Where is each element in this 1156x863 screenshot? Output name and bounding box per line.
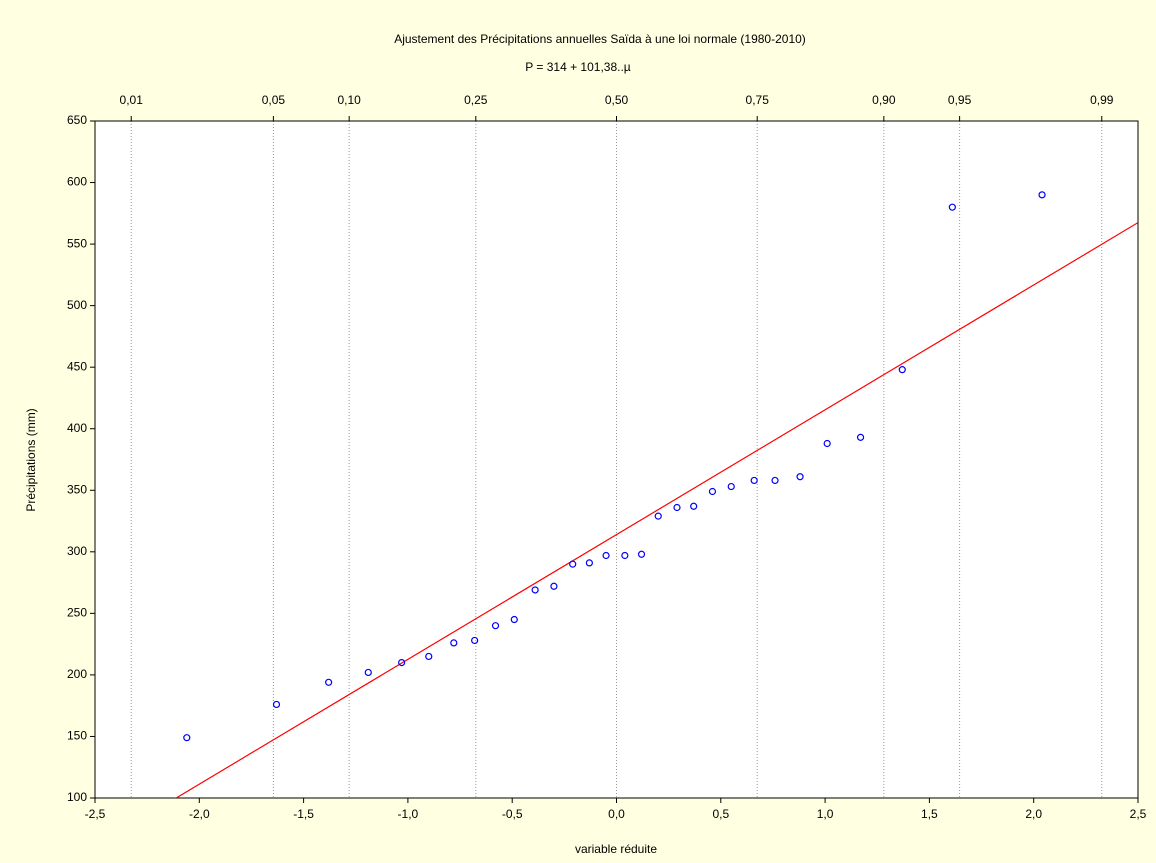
- x2-tick-label: 0,10: [337, 93, 361, 107]
- data-point: [183, 734, 191, 742]
- fit-line: [175, 222, 1138, 798]
- plot-area: [95, 121, 1138, 798]
- data-point: [637, 550, 646, 558]
- data-point: [550, 582, 558, 590]
- y-tick-label: 500: [67, 298, 87, 312]
- data-point: [450, 639, 458, 647]
- x2-tick-label: 0,50: [605, 93, 629, 107]
- y-tick-label: 200: [67, 667, 87, 681]
- data-point: [1038, 191, 1046, 199]
- chart-title: Ajustement des Précipitations annuelles …: [394, 32, 806, 46]
- x-tick-label: 0,5: [712, 807, 729, 821]
- x-tick-label: 2,5: [1130, 807, 1147, 821]
- x-tick-label: -2,0: [189, 807, 210, 821]
- x-tick-label: 2,0: [1025, 807, 1042, 821]
- data-point: [856, 433, 865, 441]
- data-point: [364, 668, 372, 677]
- y-tick-label: 400: [67, 421, 87, 435]
- data-point: [425, 652, 433, 661]
- data-point: [569, 560, 577, 568]
- data-point: [708, 487, 717, 496]
- data-point: [510, 615, 518, 624]
- data-point: [398, 658, 406, 667]
- y-tick-label: 100: [67, 790, 87, 804]
- data-point: [602, 551, 610, 560]
- data-point: [690, 502, 698, 510]
- plot-frame: [94, 120, 1139, 799]
- x2-tick-label: 0,90: [872, 93, 896, 107]
- data-point: [654, 512, 662, 520]
- y-tick-label: 250: [67, 606, 87, 620]
- y-tick-label: 600: [67, 175, 87, 189]
- chart-subtitle: P = 314 + 101,38..µ: [525, 60, 631, 74]
- x2-tick-label: 0,05: [262, 93, 286, 107]
- y-axis-title: Précipitations (mm): [24, 408, 38, 511]
- data-point: [325, 678, 333, 686]
- y-tick-label: 300: [67, 544, 87, 558]
- data-point: [621, 551, 629, 560]
- data-point: [823, 439, 831, 448]
- x2-tick-label: 0,25: [464, 93, 488, 107]
- data-point: [771, 476, 779, 485]
- x-tick-label: 1,5: [921, 807, 938, 821]
- x-tick-label: -1,5: [293, 807, 314, 821]
- data-point: [898, 366, 906, 374]
- x-tick-label: -2,5: [85, 807, 106, 821]
- data-point: [531, 586, 539, 594]
- y-tick-label: 150: [67, 729, 87, 743]
- y-tick-label: 350: [67, 482, 87, 496]
- x2-tick-label: 0,99: [1090, 93, 1114, 107]
- x2-tick-label: 0,01: [120, 93, 144, 107]
- x-tick-label: 0,0: [608, 807, 625, 821]
- data-point: [948, 203, 956, 211]
- data-point: [585, 559, 593, 567]
- x2-tick-label: 0,75: [746, 93, 770, 107]
- x-tick-label: -1,0: [398, 807, 419, 821]
- x-tick-label: 1,0: [817, 807, 834, 821]
- y-tick-label: 450: [67, 359, 87, 373]
- data-point: [471, 636, 479, 645]
- y-tick-label: 550: [67, 236, 87, 250]
- data-point: [796, 473, 804, 481]
- x-axis-title: variable réduite: [575, 842, 657, 856]
- data-point: [491, 622, 500, 630]
- x2-tick-label: 0,95: [948, 93, 972, 107]
- data-point: [750, 476, 758, 485]
- x-tick-label: -0,5: [502, 807, 523, 821]
- data-point: [727, 482, 735, 491]
- y-tick-label: 650: [67, 113, 87, 127]
- data-point: [673, 503, 681, 512]
- data-point: [272, 700, 281, 709]
